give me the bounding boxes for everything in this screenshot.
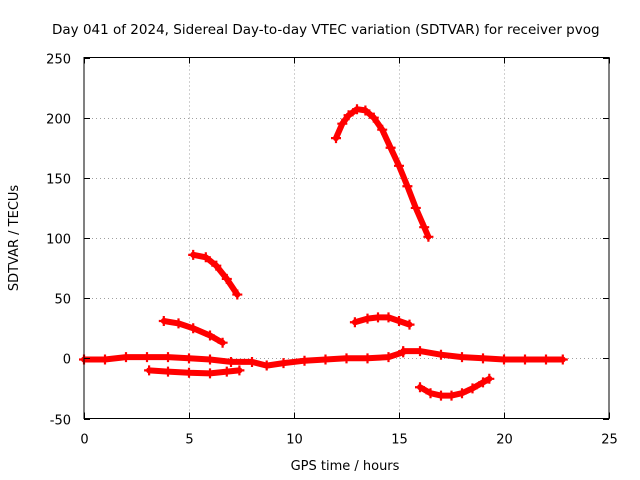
data-point xyxy=(377,124,388,135)
data-point xyxy=(383,312,394,323)
chart-title: Day 041 of 2024, Sidereal Day-to-day VTE… xyxy=(52,22,600,38)
data-point xyxy=(352,104,362,115)
data-point xyxy=(221,366,232,377)
data-point xyxy=(184,353,194,364)
data-point xyxy=(457,352,467,363)
plot-frame xyxy=(83,57,610,419)
data-point xyxy=(343,110,354,121)
data-point xyxy=(457,388,467,399)
data-point xyxy=(383,352,394,363)
data-point xyxy=(425,388,436,399)
x-tick-label: 20 xyxy=(496,433,513,448)
series-layer xyxy=(79,104,568,401)
data-point xyxy=(394,316,404,327)
data-point xyxy=(484,373,495,384)
data-point xyxy=(205,368,215,379)
y-tick-label: 250 xyxy=(46,53,71,68)
x-axis-label: GPS time / hours xyxy=(291,459,400,474)
data-point xyxy=(373,312,383,323)
data-point xyxy=(163,352,173,363)
data-point xyxy=(385,142,396,153)
data-point xyxy=(299,355,310,366)
data-point xyxy=(261,360,272,371)
data-point xyxy=(320,354,331,365)
y-tick-label: 200 xyxy=(46,113,71,128)
data-point xyxy=(200,252,211,263)
series-arc-baseline-a xyxy=(79,347,409,371)
data-point xyxy=(423,231,434,242)
data-point xyxy=(478,377,488,388)
data-point xyxy=(163,366,173,377)
data-point xyxy=(499,354,509,365)
x-tick-label: 0 xyxy=(80,433,88,448)
data-point xyxy=(557,354,568,365)
data-point xyxy=(278,358,289,369)
data-point xyxy=(247,356,257,367)
data-point xyxy=(234,365,245,376)
data-point xyxy=(337,118,348,129)
data-point xyxy=(520,354,530,365)
data-point xyxy=(100,354,110,365)
data-point xyxy=(349,317,360,328)
data-point xyxy=(362,353,373,364)
data-point xyxy=(188,249,199,260)
data-point xyxy=(188,323,199,334)
series-arc-mid-b xyxy=(188,249,243,300)
data-point xyxy=(415,382,425,393)
data-point xyxy=(404,319,415,330)
data-point xyxy=(232,289,243,300)
data-point xyxy=(368,112,379,123)
data-point xyxy=(121,352,131,363)
data-point xyxy=(173,318,184,329)
data-point xyxy=(436,349,446,360)
series-arc-high xyxy=(331,104,434,242)
data-point xyxy=(419,222,430,233)
data-point xyxy=(446,390,457,401)
y-tick-label: 100 xyxy=(46,233,71,248)
data-point xyxy=(398,346,409,357)
data-point xyxy=(478,353,488,364)
data-point xyxy=(221,273,232,284)
grid-layer xyxy=(84,57,609,419)
data-point xyxy=(436,390,446,401)
data-point xyxy=(341,353,352,364)
data-point xyxy=(402,181,413,192)
data-point xyxy=(226,356,236,367)
series-arc-negative-a xyxy=(144,365,245,379)
series-arc-baseline-b xyxy=(398,346,568,365)
x-tick-label: 5 xyxy=(185,433,193,448)
data-point xyxy=(217,337,228,348)
series-arc-mid-c xyxy=(349,312,415,330)
data-point xyxy=(394,160,404,171)
series-arc-mid-a xyxy=(158,316,228,348)
data-point xyxy=(205,330,215,341)
data-point xyxy=(144,365,155,376)
series-arc-negative-b xyxy=(415,373,495,401)
y-tick-label: -50 xyxy=(50,414,71,429)
data-point xyxy=(142,352,152,363)
x-tick-label: 15 xyxy=(391,433,408,448)
series-line xyxy=(81,349,407,369)
x-tick-label: 25 xyxy=(601,433,618,448)
data-point xyxy=(541,354,551,365)
tick-layer: 0 5 10 15 20 25 -50 0 50 100 150 200 250 xyxy=(46,53,618,448)
x-tick-label: 10 xyxy=(286,433,303,448)
y-tick-label: 0 xyxy=(63,353,71,368)
data-point xyxy=(331,133,341,144)
y-tick-label: 150 xyxy=(46,173,71,188)
y-axis-label: SDTVAR / TECUs xyxy=(7,185,22,292)
data-point xyxy=(158,316,169,327)
data-point xyxy=(211,260,222,271)
y-tick-label: 50 xyxy=(54,293,71,308)
data-point xyxy=(184,367,194,378)
data-point xyxy=(467,383,478,394)
data-point xyxy=(205,354,215,365)
data-point xyxy=(362,313,373,324)
data-point xyxy=(410,202,421,213)
data-point xyxy=(360,105,371,116)
data-point xyxy=(415,346,425,357)
